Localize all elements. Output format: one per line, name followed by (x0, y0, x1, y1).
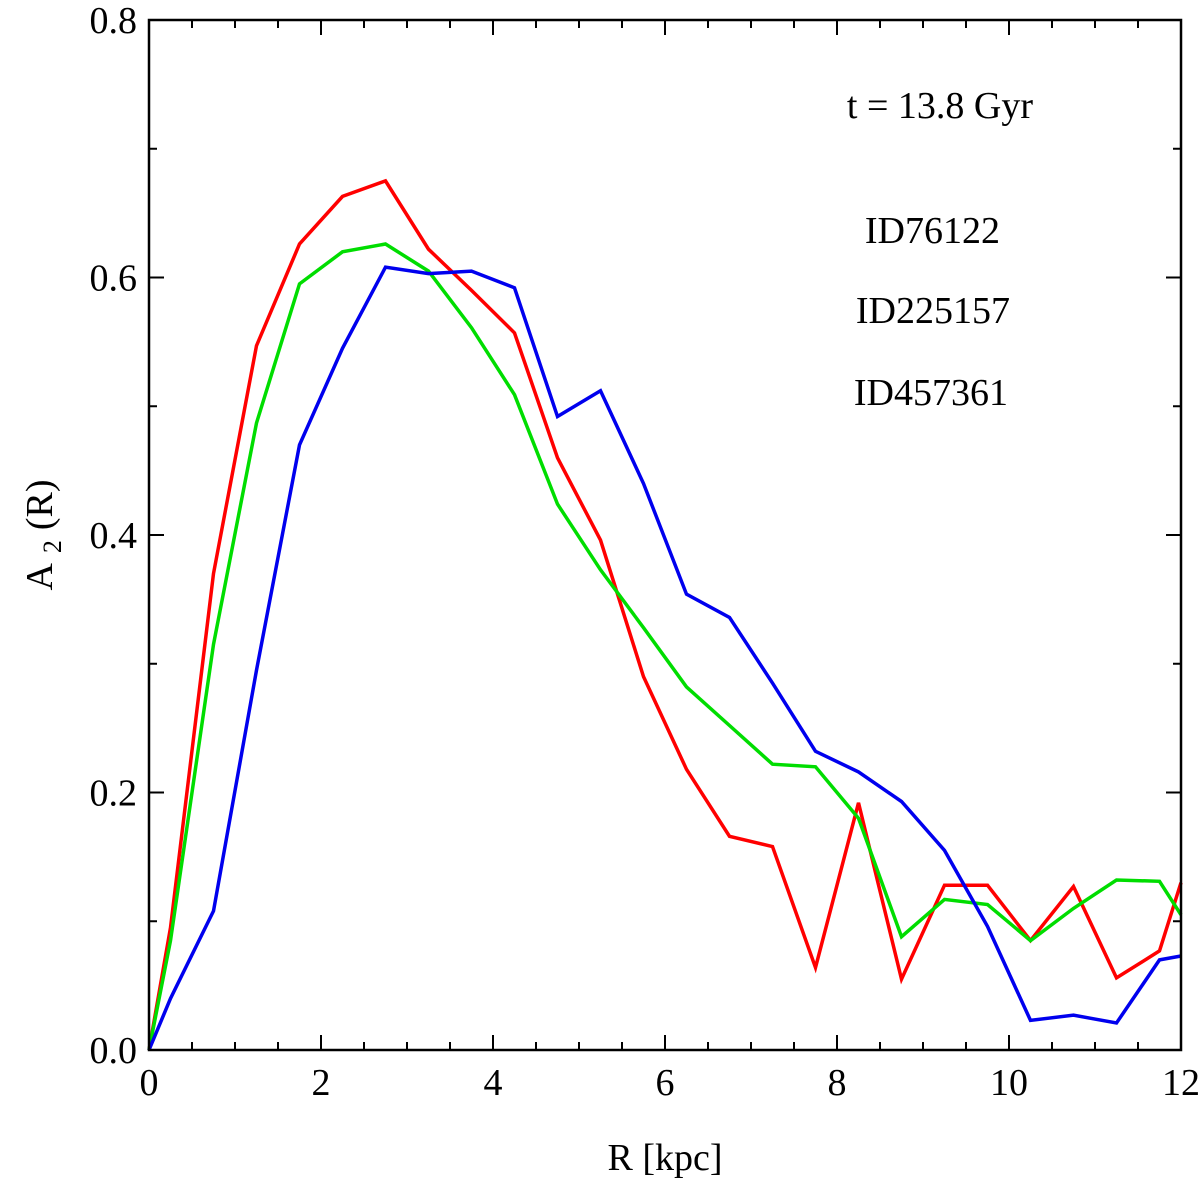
legend-entry-id457361: ID457361 (854, 372, 1008, 414)
series-line-id225157 (147, 242, 1183, 1051)
series-line-id457361 (147, 265, 1182, 1051)
y-tick-label: 0.2 (90, 773, 138, 815)
y-axis-label-tail: (R) (19, 479, 61, 530)
x-tick-label: 10 (990, 1062, 1028, 1104)
y-tick-label: 0.0 (90, 1030, 138, 1072)
y-tick-label: 0.8 (90, 0, 138, 42)
x-tick-label: 8 (828, 1062, 847, 1104)
legend-entry-id225157: ID225157 (856, 290, 1010, 332)
x-tick-label: 6 (656, 1062, 675, 1104)
svg-text:A2(R): A 2 (R) (19, 479, 67, 590)
x-tick-label: 4 (484, 1062, 503, 1104)
y-tick-label: 0.6 (90, 258, 138, 300)
plot-frame (147, 18, 1183, 1052)
series-lines (147, 178, 1183, 1051)
y-axis-label-subscript: 2 (38, 540, 67, 553)
series-line-id76122 (147, 178, 1183, 1051)
x-axis-label: R [kpc] (607, 1137, 722, 1179)
tick-labels: 0 2 4 6 8 10 12 0.0 0.2 0.4 0.6 0.8 (90, 0, 1200, 1104)
x-tick-label: 12 (1162, 1062, 1200, 1104)
y-tick-label: 0.4 (90, 515, 138, 557)
y-axis-label: A 2 (R) (19, 479, 67, 590)
legend-entry-id76122: ID76122 (865, 210, 1000, 252)
x-tick-label: 2 (312, 1062, 331, 1104)
legend: ID76122 ID225157 ID457361 (854, 210, 1010, 414)
time-annotation: t = 13.8 Gyr (847, 85, 1033, 127)
y-axis-label-main: A (19, 563, 61, 591)
x-tick-label: 0 (140, 1062, 159, 1104)
